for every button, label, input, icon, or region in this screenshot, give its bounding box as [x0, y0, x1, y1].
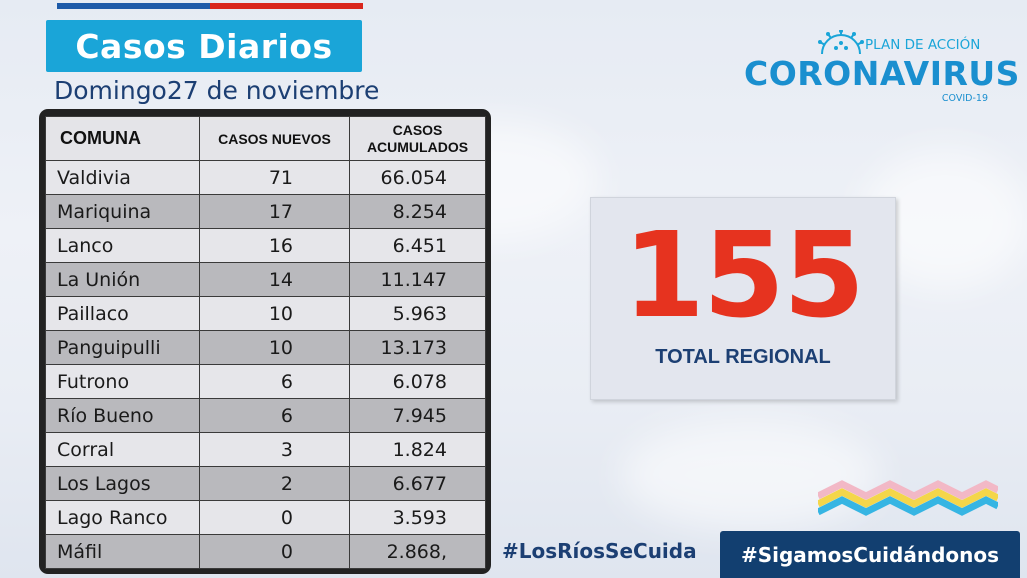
cell-comuna: Panguipulli: [45, 330, 200, 365]
column-header-acumulados-line1: CASOS: [392, 121, 443, 138]
cell-nuevos: 10: [199, 296, 350, 331]
page-title: Casos Diarios: [75, 26, 333, 66]
cell-acumulados: 6.677: [349, 466, 486, 501]
logo-main-text: CORONAVIRUS: [744, 54, 1020, 93]
cell-nuevos: 71: [199, 160, 350, 195]
cell-acumulados: 13.173: [349, 330, 486, 365]
cell-acumulados: 3.593: [349, 500, 486, 535]
logo-tag: COVID-19: [941, 93, 988, 104]
cell-nuevos: 10: [199, 330, 350, 365]
flag-stripe: [57, 3, 363, 9]
total-label: TOTAL REGIONAL: [655, 346, 831, 368]
cell-nuevos: 0: [199, 500, 350, 535]
cell-nuevos: 16: [199, 228, 350, 263]
cell-nuevos: 17: [199, 194, 350, 229]
cell-acumulados: 11.147: [349, 262, 486, 297]
cell-acumulados: 6.078: [349, 364, 486, 399]
cases-table: COMUNA CASOS NUEVOS CASOS ACUMULADOS Val…: [39, 109, 491, 574]
table-row: Los Lagos 2 6.677: [45, 466, 486, 501]
cell-acumulados: 2.868,: [349, 534, 486, 569]
table-row: Lago Ranco 0 3.593: [45, 500, 486, 535]
cell-nuevos: 0: [199, 534, 350, 569]
virus-icon: [818, 30, 864, 55]
logo-subtitle: PLAN DE ACCIÓN: [865, 37, 981, 53]
cell-acumulados: 8.254: [349, 194, 486, 229]
hashtag-banner: #SigamosCuidándonos: [720, 531, 1020, 578]
column-header-comuna: COMUNA: [45, 116, 200, 161]
cell-nuevos: 6: [199, 398, 350, 433]
total-number: 155: [622, 206, 865, 344]
cell-comuna: La Unión: [45, 262, 200, 297]
title-banner: Casos Diarios: [46, 20, 362, 72]
table-row: Valdivia 71 66.054: [45, 160, 486, 195]
cell-comuna: Valdivia: [45, 160, 200, 195]
decorative-waves-icon: [818, 480, 998, 516]
table-row: Panguipulli 10 13.173: [45, 330, 486, 365]
cell-nuevos: 14: [199, 262, 350, 297]
table-row: Máfil 0 2.868,: [45, 534, 486, 569]
report-date: Domingo27 de noviembre: [54, 76, 380, 105]
cell-acumulados: 7.945: [349, 398, 486, 433]
cell-comuna: Paillaco: [45, 296, 200, 331]
cell-nuevos: 6: [199, 364, 350, 399]
table-row: Corral 3 1.824: [45, 432, 486, 467]
cell-comuna: Futrono: [45, 364, 200, 399]
table-header-row: COMUNA CASOS NUEVOS CASOS ACUMULADOS: [45, 116, 486, 161]
table-row: Lanco 16 6.451: [45, 228, 486, 263]
plan-coronavirus-logo: PLAN DE ACCIÓN CORONAVIRUS COVID-19: [744, 30, 1019, 110]
cell-comuna: Corral: [45, 432, 200, 467]
table-row: Mariquina 17 8.254: [45, 194, 486, 229]
cell-nuevos: 3: [199, 432, 350, 467]
cell-acumulados: 6.451: [349, 228, 486, 263]
hashtag-sigamos: #SigamosCuidándonos: [740, 542, 1000, 567]
column-header-nuevos: CASOS NUEVOS: [199, 116, 350, 161]
table-row: Futrono 6 6.078: [45, 364, 486, 399]
total-card: 155 TOTAL REGIONAL: [590, 197, 896, 400]
column-header-acumulados-line2: ACUMULADOS: [366, 138, 469, 155]
table-row: La Unión 14 11.147: [45, 262, 486, 297]
cell-acumulados: 1.824: [349, 432, 486, 467]
cell-comuna: Los Lagos: [45, 466, 200, 501]
hashtag-los-rios: #LosRíosSeCuida: [502, 539, 697, 563]
cell-comuna: Lanco: [45, 228, 200, 263]
cell-nuevos: 2: [199, 466, 350, 501]
cell-comuna: Máfil: [45, 534, 200, 569]
cell-acumulados: 66.054: [349, 160, 486, 195]
column-header-acumulados: CASOS ACUMULADOS: [349, 116, 486, 161]
cell-comuna: Mariquina: [45, 194, 200, 229]
table-row: Río Bueno 6 7.945: [45, 398, 486, 433]
table-row: Paillaco 10 5.963: [45, 296, 486, 331]
cell-comuna: Lago Ranco: [45, 500, 200, 535]
cell-acumulados: 5.963: [349, 296, 486, 331]
cell-comuna: Río Bueno: [45, 398, 200, 433]
